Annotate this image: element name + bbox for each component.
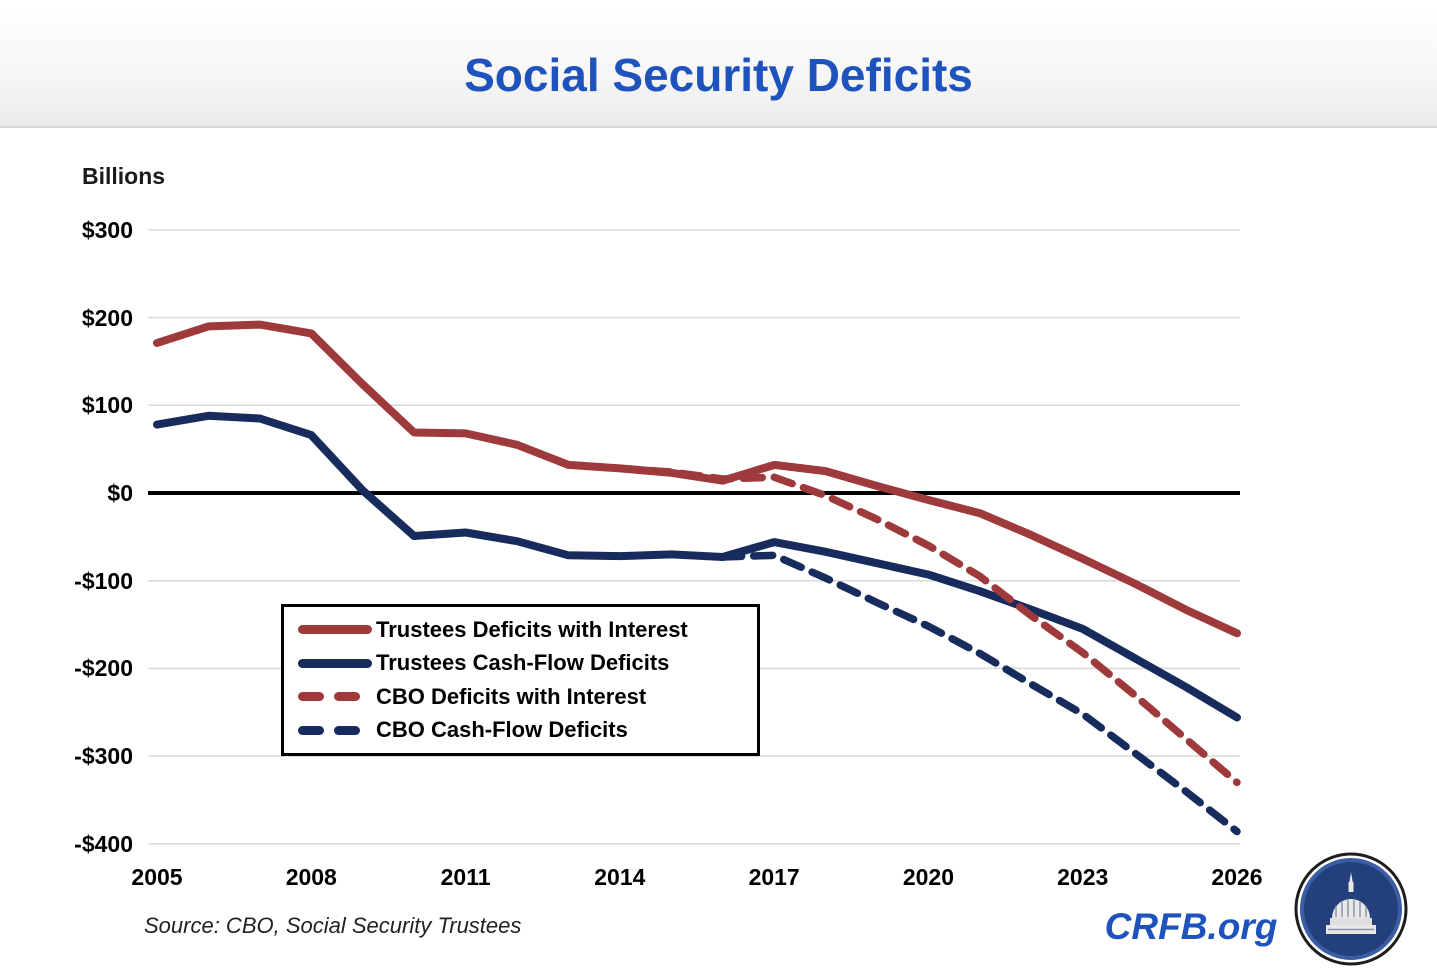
solid-line-sample-navy: [298, 658, 376, 668]
legend-line-segment: [334, 692, 360, 702]
legend-line-segment: [334, 725, 360, 735]
solid-line-sample-maroon: [298, 625, 376, 635]
legend-line-segment: [298, 725, 324, 735]
y-tick-label: $0: [107, 480, 133, 506]
dashed-line-sample-navy: [298, 725, 376, 735]
legend-item-label: CBO Cash-Flow Deficits: [376, 717, 628, 743]
y-tick-label: $300: [81, 216, 133, 243]
legend-item-label: Trustees Cash-Flow Deficits: [376, 650, 670, 676]
y-tick-label: -$100: [74, 567, 133, 594]
source-note: Source: CBO, Social Security Trustees: [144, 913, 522, 938]
x-tick-label: 2005: [131, 864, 183, 890]
dashed-line-sample-maroon: [298, 692, 376, 702]
legend-item-label: CBO Deficits with Interest: [376, 683, 647, 709]
crfb-org-wordmark: CRFB.org: [1104, 906, 1278, 947]
header-band: Social Security Deficits: [0, 10, 1437, 128]
page-title: Social Security Deficits: [464, 49, 973, 101]
x-tick-label: 2014: [594, 864, 646, 890]
legend-item-trustees-cashflow: Trustees Cash-Flow Deficits: [298, 647, 757, 679]
legend-item-cbo-cashflow: CBO Cash-Flow Deficits: [298, 714, 757, 746]
y-tick-label: $100: [81, 392, 133, 419]
y-tick-label: -$400: [74, 830, 133, 857]
legend-item-trustees-interest: Trustees Deficits with Interest: [298, 614, 757, 646]
legend-line-segment: [298, 692, 324, 702]
x-tick-label: 2020: [902, 864, 955, 890]
legend-item-cbo-interest: CBO Deficits with Interest: [298, 681, 757, 713]
capitol-dome-icon: [1326, 872, 1376, 934]
x-tick-label: 2017: [748, 864, 800, 890]
chart-legend: Trustees Deficits with Interest Trustees…: [281, 604, 760, 756]
x-tick-label: 2011: [440, 864, 491, 890]
legend-line-segment: [298, 658, 372, 668]
y-tick-label: -$300: [74, 743, 133, 770]
series-line-cbo-deficits-with-interest: [616, 464, 1241, 787]
series-line-cbo-cash-flow-deficits: [718, 551, 1241, 836]
y-tick-label: $200: [81, 304, 133, 331]
crfb-logo: [1294, 852, 1408, 966]
legend-item-label: Trustees Deficits with Interest: [376, 616, 688, 642]
series-line-trustees-cash-flow-deficits: [153, 411, 1241, 722]
x-tick-label: 2008: [285, 864, 337, 890]
legend-line-segment: [298, 625, 372, 635]
y-axis-unit-label: Billions: [82, 163, 166, 189]
x-tick-label: 2023: [1057, 864, 1109, 890]
x-tick-label: 2026: [1211, 864, 1263, 890]
y-tick-label: -$200: [74, 655, 133, 682]
